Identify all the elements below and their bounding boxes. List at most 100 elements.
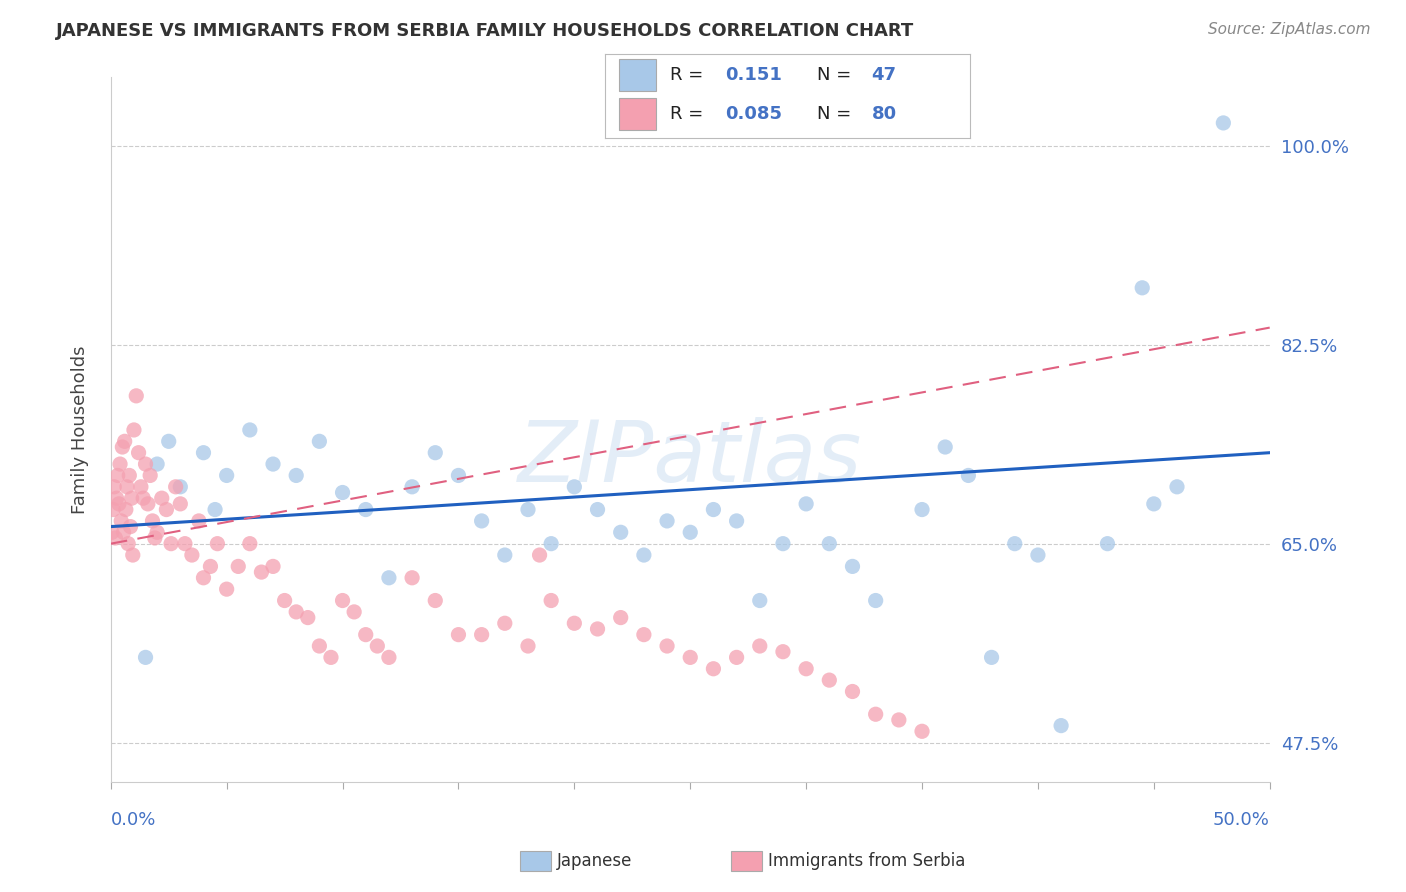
- Point: [285, 605, 308, 619]
- Point: [517, 502, 540, 516]
- Point: [104, 531, 127, 545]
- Text: Source: ZipAtlas.com: Source: ZipAtlas.com: [1208, 22, 1371, 37]
- Point: [169, 497, 191, 511]
- Point: [174, 536, 197, 550]
- Point: [207, 536, 229, 550]
- Point: [818, 673, 841, 687]
- Text: 0.0%: 0.0%: [111, 811, 156, 829]
- Point: [471, 627, 494, 641]
- Point: [887, 713, 910, 727]
- Point: [115, 480, 138, 494]
- Point: [160, 536, 183, 550]
- Point: [702, 662, 724, 676]
- Point: [193, 571, 215, 585]
- Point: [794, 662, 817, 676]
- Point: [114, 502, 136, 516]
- Point: [112, 525, 135, 540]
- Point: [841, 559, 863, 574]
- Point: [934, 440, 956, 454]
- Point: [366, 639, 388, 653]
- Point: [447, 627, 470, 641]
- Point: [128, 446, 150, 460]
- Text: JAPANESE VS IMMIGRANTS FROM SERBIA FAMILY HOUSEHOLDS CORRELATION CHART: JAPANESE VS IMMIGRANTS FROM SERBIA FAMIL…: [56, 22, 914, 40]
- Point: [165, 480, 187, 494]
- Point: [226, 559, 249, 574]
- Y-axis label: Family Households: Family Households: [72, 346, 89, 514]
- Point: [110, 514, 132, 528]
- Text: 47: 47: [872, 66, 897, 84]
- Point: [297, 610, 319, 624]
- Point: [609, 525, 631, 540]
- Text: N =: N =: [817, 66, 851, 84]
- Text: N =: N =: [817, 104, 851, 123]
- Text: R =: R =: [671, 104, 710, 123]
- Point: [129, 480, 152, 494]
- Text: 80: 80: [872, 104, 897, 123]
- Point: [101, 502, 124, 516]
- Point: [157, 434, 180, 449]
- Point: [679, 525, 702, 540]
- Point: [121, 491, 143, 505]
- Point: [114, 434, 136, 449]
- Point: [494, 616, 516, 631]
- Point: [401, 480, 423, 494]
- Point: [285, 468, 308, 483]
- Point: [980, 650, 1002, 665]
- Text: Immigrants from Serbia: Immigrants from Serbia: [768, 852, 965, 870]
- Point: [401, 571, 423, 585]
- Point: [111, 440, 134, 454]
- Point: [586, 502, 609, 516]
- Point: [1026, 548, 1049, 562]
- Point: [332, 485, 354, 500]
- Point: [169, 480, 191, 494]
- Point: [180, 548, 202, 562]
- Text: Japanese: Japanese: [557, 852, 633, 870]
- FancyBboxPatch shape: [619, 59, 655, 91]
- Point: [1050, 718, 1073, 732]
- Point: [150, 491, 173, 505]
- Point: [562, 480, 585, 494]
- Point: [562, 616, 585, 631]
- Point: [1097, 536, 1119, 550]
- Point: [250, 565, 273, 579]
- Point: [215, 582, 238, 596]
- Point: [841, 684, 863, 698]
- Point: [332, 593, 354, 607]
- Point: [725, 514, 748, 528]
- Point: [425, 593, 447, 607]
- Point: [319, 650, 342, 665]
- Point: [122, 423, 145, 437]
- Point: [105, 491, 128, 505]
- Point: [1130, 281, 1153, 295]
- Point: [146, 457, 169, 471]
- Point: [655, 639, 678, 653]
- Point: [540, 593, 562, 607]
- Text: ZIPatlas: ZIPatlas: [519, 417, 862, 500]
- Point: [818, 536, 841, 550]
- Point: [215, 468, 238, 483]
- Point: [135, 457, 157, 471]
- Point: [343, 605, 366, 619]
- Point: [121, 548, 143, 562]
- Point: [425, 446, 447, 460]
- Point: [354, 627, 377, 641]
- Point: [794, 497, 817, 511]
- Point: [911, 724, 934, 739]
- Text: R =: R =: [671, 66, 716, 84]
- Point: [1143, 497, 1166, 511]
- Point: [101, 525, 124, 540]
- Point: [141, 514, 163, 528]
- FancyBboxPatch shape: [619, 97, 655, 130]
- Text: 0.085: 0.085: [725, 104, 782, 123]
- Point: [1004, 536, 1026, 550]
- Point: [494, 548, 516, 562]
- Point: [1212, 116, 1234, 130]
- Text: 0.151: 0.151: [725, 66, 782, 84]
- Point: [204, 502, 226, 516]
- Point: [540, 536, 562, 550]
- Point: [378, 650, 401, 665]
- Point: [725, 650, 748, 665]
- Point: [378, 571, 401, 585]
- Point: [146, 525, 169, 540]
- Point: [447, 468, 470, 483]
